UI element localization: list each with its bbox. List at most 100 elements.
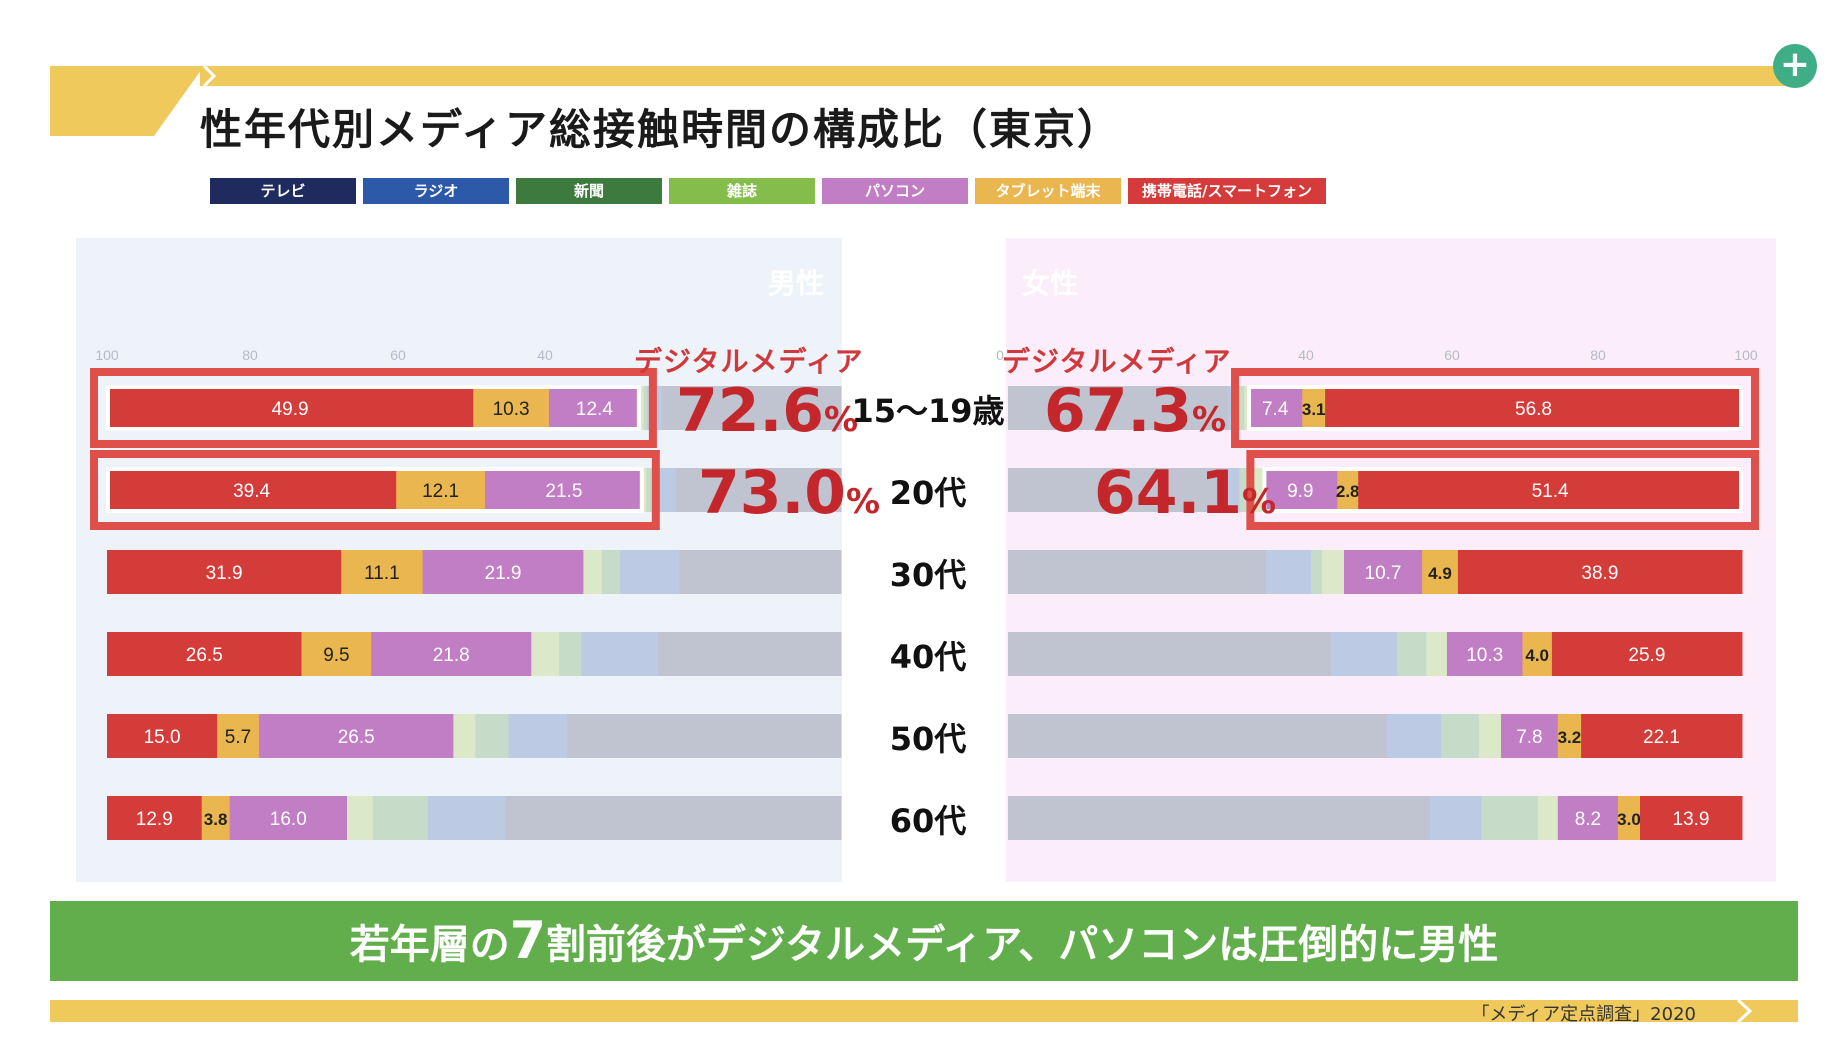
male-bar-1-seg-0 xyxy=(107,468,397,512)
male-bar-0-label-0: 49.9 xyxy=(272,399,309,420)
female-highlight-frame-0 xyxy=(1231,368,1759,448)
male-highlight-inner-1 xyxy=(106,467,644,513)
age-label-4: 50代 xyxy=(889,720,967,758)
female-bar-4-label-6: 22.1 xyxy=(1643,727,1680,748)
male-bar-4-seg-2 xyxy=(258,714,454,758)
female-bar-2-seg-0 xyxy=(1008,550,1267,594)
female-bar-3-seg-3 xyxy=(1426,632,1448,676)
male-bar-0-label-1: 10.3 xyxy=(493,399,530,420)
male-bar-4-seg-1 xyxy=(217,714,260,758)
digital-media-label-male: デジタルメディア xyxy=(634,345,864,378)
male-digital-share-20s: 73.0% xyxy=(698,458,881,528)
male-bar-4-seg-5 xyxy=(508,714,568,758)
male-axis-tick-0: 100 xyxy=(95,347,119,363)
male-bar-4-seg-3 xyxy=(453,714,476,758)
female-bar-2-seg-6 xyxy=(1457,550,1743,594)
female-bar-1-seg-5 xyxy=(1337,468,1359,512)
male-bar-5-seg-6 xyxy=(504,796,842,840)
female-bar-5-seg-3 xyxy=(1537,796,1559,840)
age-label-3: 40代 xyxy=(889,638,967,676)
age-label-0: 15〜19歳 xyxy=(851,392,1005,430)
male-axis-tick-3: 40 xyxy=(537,347,553,363)
female-bar-5-seg-2 xyxy=(1481,796,1539,840)
female-bar-3-seg-5 xyxy=(1522,632,1553,676)
female-bar-4-seg-0 xyxy=(1008,714,1388,758)
male-bar-3-label-0: 26.5 xyxy=(186,645,223,666)
male-label: 男性 xyxy=(767,267,824,300)
female-bar-3-seg-6 xyxy=(1551,632,1743,676)
female-bar-0-label-6: 56.8 xyxy=(1515,399,1552,420)
male-bar-0-label-2: 12.4 xyxy=(576,399,613,420)
male-bar-0-seg-6 xyxy=(661,386,842,430)
female-bar-0-seg-5 xyxy=(1302,386,1326,430)
male-bar-2-seg-0 xyxy=(107,550,342,594)
female-bar-4-seg-3 xyxy=(1479,714,1502,758)
male-bar-0-seg-3 xyxy=(639,386,645,430)
digital-media-label-female: デジタルメディア xyxy=(1002,345,1232,378)
female-bar-2-seg-4 xyxy=(1344,550,1423,594)
female-bar-5-seg-1 xyxy=(1430,796,1482,840)
male-bar-2-label-2: 21.9 xyxy=(485,563,522,584)
female-axis-tick-4: 100 xyxy=(1734,347,1758,363)
male-bar-1-seg-6 xyxy=(675,468,842,512)
female-digital-share-20s: 64.1% xyxy=(1094,458,1277,528)
female-bar-2-seg-3 xyxy=(1322,550,1345,594)
male-bar-0-seg-1 xyxy=(473,386,550,430)
male-axis-tick-2: 60 xyxy=(390,347,406,363)
male-bar-2-seg-6 xyxy=(678,550,842,594)
header-chevron xyxy=(202,64,217,88)
male-bar-2-seg-5 xyxy=(620,550,680,594)
male-bar-3-seg-2 xyxy=(371,632,532,676)
female-bar-2-seg-1 xyxy=(1265,550,1312,594)
male-axis-tick-1: 80 xyxy=(242,347,258,363)
female-highlight-inner-1 xyxy=(1262,467,1743,513)
female-bar-0-seg-3 xyxy=(1244,386,1249,430)
header-top-line xyxy=(200,66,1790,86)
male-bar-0-seg-0 xyxy=(107,386,474,430)
female-bar-5-seg-0 xyxy=(1008,796,1431,840)
male-bar-0-seg-2 xyxy=(548,386,641,430)
header-left-wedge xyxy=(50,66,204,136)
male-digital-share-15-19: 72.6% xyxy=(676,376,859,446)
male-bar-1-seg-3 xyxy=(642,468,647,512)
female-bar-3-seg-0 xyxy=(1008,632,1332,676)
male-bar-5-label-2: 16.0 xyxy=(270,809,307,830)
female-bar-2-seg-2 xyxy=(1311,550,1323,594)
female-bar-5-seg-4 xyxy=(1557,796,1619,840)
male-bar-5-label-1: 3.8 xyxy=(204,810,228,829)
male-bar-2-seg-3 xyxy=(583,550,603,594)
female-bar-1-seg-0 xyxy=(1008,468,1222,512)
male-bar-4-label-0: 15.0 xyxy=(144,727,181,748)
male-bar-2-seg-4 xyxy=(601,550,621,594)
female-bar-2-label-5: 4.9 xyxy=(1428,564,1452,583)
female-bar-5-seg-5 xyxy=(1618,796,1641,840)
female-bar-5-label-4: 8.2 xyxy=(1575,809,1601,830)
male-bar-4-label-2: 26.5 xyxy=(338,727,375,748)
male-bar-4-label-1: 5.7 xyxy=(225,727,251,748)
female-bar-3-label-5: 4.0 xyxy=(1525,646,1549,665)
female-bar-1-seg-3 xyxy=(1252,468,1264,512)
female-bar-4-label-4: 7.8 xyxy=(1516,727,1542,748)
male-bar-5-seg-4 xyxy=(372,796,429,840)
legend-item-2: 新聞 xyxy=(516,178,662,204)
male-bar-1-seg-1 xyxy=(396,468,486,512)
female-bar-0-seg-2 xyxy=(1239,386,1245,430)
female-bar-0-label-5: 3.1 xyxy=(1302,400,1326,419)
male-bar-2-label-1: 11.1 xyxy=(364,563,400,584)
add-button[interactable]: + xyxy=(1773,44,1817,88)
female-bar-4-seg-6 xyxy=(1581,714,1743,758)
male-bar-3-seg-3 xyxy=(531,632,560,676)
female-bar-1-seg-6 xyxy=(1358,468,1743,512)
male-bar-3-label-2: 21.8 xyxy=(433,645,470,666)
female-bar-3-seg-1 xyxy=(1331,632,1398,676)
male-bar-1-seg-2 xyxy=(485,468,644,512)
female-bar-2-label-4: 10.7 xyxy=(1365,563,1402,584)
legend-item-5: タブレット端末 xyxy=(975,178,1121,204)
female-axis-tick-2: 60 xyxy=(1444,347,1460,363)
female-bar-5-seg-6 xyxy=(1640,796,1743,840)
page-title: 性年代別メディア総接触時間の構成比（東京） xyxy=(200,105,1122,154)
legend-item-0: テレビ xyxy=(210,178,356,204)
age-label-2: 30代 xyxy=(889,556,967,594)
male-bar-2-seg-2 xyxy=(422,550,584,594)
